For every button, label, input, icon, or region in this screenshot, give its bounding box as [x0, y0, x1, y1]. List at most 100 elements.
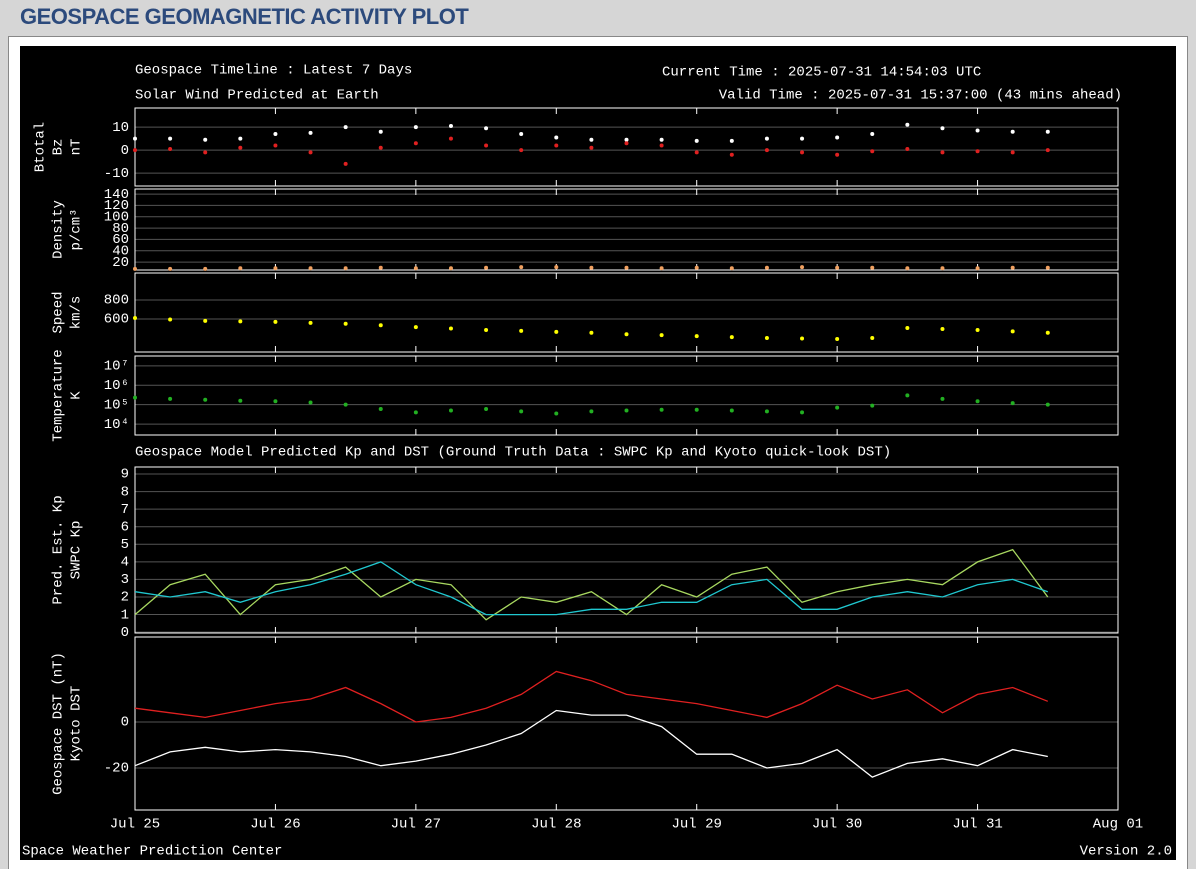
x-tick-label: Jul 31	[952, 817, 1002, 833]
x-tick-label: Jul 25	[110, 817, 160, 833]
y-axis-label: km/s	[69, 296, 85, 330]
y-tick-label: 1	[121, 607, 129, 623]
data-point	[589, 330, 594, 335]
data-point	[238, 136, 243, 141]
x-tick-label: Jul 30	[812, 817, 862, 833]
y-tick-label: -10	[104, 166, 129, 182]
annotation: Valid Time : 2025-07-31 15:37:00 (43 min…	[719, 88, 1122, 104]
data-point	[764, 265, 769, 270]
data-point	[1010, 401, 1015, 406]
data-point	[870, 336, 875, 341]
data-point	[343, 161, 348, 166]
data-point	[273, 132, 278, 136]
y-tick-label: 20	[112, 255, 129, 271]
y-axis-label: Speed	[51, 291, 67, 333]
chart-title: Geospace Timeline : Latest 7 Days	[135, 63, 412, 79]
data-point	[870, 132, 875, 136]
data-point	[905, 122, 910, 127]
y-axis-label: Temperature	[51, 349, 67, 441]
data-point	[1045, 330, 1050, 335]
data-line	[134, 548, 1049, 621]
x-tick-label: Jul 26	[250, 817, 300, 833]
panel-border	[134, 272, 1119, 353]
data-point	[554, 329, 559, 334]
data-point	[378, 406, 383, 411]
data-point	[519, 132, 524, 136]
data-point	[835, 405, 840, 410]
y-tick-label: 0	[121, 143, 129, 159]
data-point	[343, 125, 348, 130]
panel-border	[134, 107, 1119, 187]
y-tick-label: 4	[121, 555, 129, 571]
data-point	[1045, 148, 1050, 153]
y-tick-label: 2	[121, 590, 129, 606]
panel-border	[134, 355, 1119, 436]
data-point	[519, 148, 524, 153]
data-line	[134, 709, 1048, 778]
data-point	[800, 410, 805, 415]
data-point	[940, 150, 945, 155]
y-tick-label: 9	[121, 467, 129, 483]
data-point	[378, 265, 383, 270]
data-point	[273, 399, 278, 404]
data-point	[413, 125, 418, 130]
data-point	[308, 400, 313, 405]
data-point	[940, 126, 945, 131]
data-point	[308, 266, 313, 271]
data-point	[729, 266, 734, 271]
data-point	[448, 136, 453, 141]
data-point	[378, 145, 383, 150]
data-point	[484, 327, 489, 332]
data-point	[133, 266, 137, 271]
data-point	[203, 266, 208, 271]
data-point	[519, 409, 524, 414]
data-point	[413, 266, 418, 271]
data-point	[624, 137, 629, 142]
data-point	[1010, 265, 1015, 270]
data-point	[835, 135, 840, 140]
page-title: GEOSPACE GEOMAGNETIC ACTIVITY PLOT	[20, 4, 469, 29]
y-tick-label: 8	[121, 484, 129, 500]
data-point	[659, 137, 664, 142]
y-tick-label: 10⁶	[104, 378, 129, 394]
data-point	[694, 150, 699, 155]
data-point	[975, 128, 980, 133]
y-axis-label: p/cm³	[69, 208, 85, 250]
data-point	[168, 396, 173, 401]
data-point	[1010, 329, 1015, 334]
data-point	[905, 326, 910, 331]
annotation: Current Time : 2025-07-31 14:54:03 UTC	[662, 65, 981, 81]
data-point	[589, 409, 594, 414]
data-point	[589, 265, 594, 270]
data-point	[554, 135, 559, 140]
y-tick-label: 6	[121, 519, 129, 535]
panel-border	[134, 636, 1119, 811]
data-point	[870, 149, 875, 154]
y-tick-label: 10⁷	[104, 359, 129, 375]
data-point	[273, 266, 278, 271]
data-point	[413, 325, 418, 330]
y-tick-label: 0	[121, 715, 129, 731]
data-point	[168, 266, 173, 271]
data-point	[870, 403, 875, 408]
data-point	[835, 152, 840, 157]
data-point	[905, 146, 910, 151]
data-point	[413, 141, 418, 146]
data-point	[589, 137, 594, 142]
data-point	[238, 266, 243, 271]
data-point	[238, 319, 243, 324]
data-point	[694, 265, 699, 270]
data-point	[133, 136, 137, 141]
y-tick-label: -20	[104, 761, 129, 777]
chart-title: Geospace Model Predicted Kp and DST (Gro…	[135, 445, 891, 461]
data-point	[203, 397, 208, 402]
data-point	[729, 152, 734, 157]
data-point	[413, 410, 418, 415]
y-tick-label: 100	[104, 209, 129, 225]
data-point	[273, 143, 278, 148]
data-point	[659, 266, 664, 271]
panel-border	[134, 466, 1119, 634]
y-axis-label: K	[69, 391, 85, 400]
data-point	[554, 265, 559, 270]
data-point	[800, 136, 805, 141]
